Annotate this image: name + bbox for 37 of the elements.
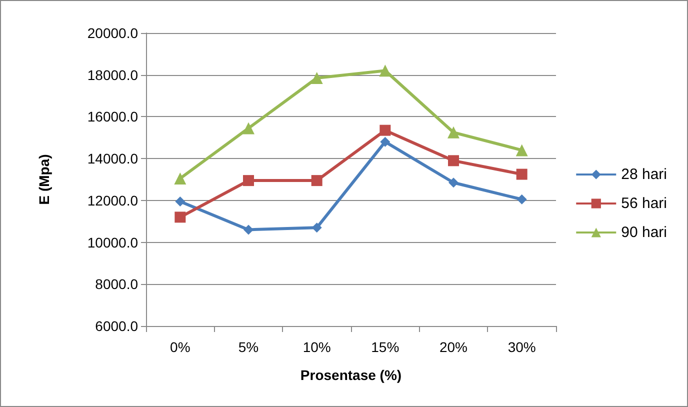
x-tick-label: 15% (371, 339, 400, 355)
y-tick-label: 18000.0 (87, 66, 138, 83)
y-axis-title: E (Mpa) (36, 154, 52, 205)
point (448, 178, 458, 188)
point (174, 212, 186, 223)
y-tick-label: 6000.0 (95, 318, 138, 334)
point (244, 224, 254, 235)
x-tick-label: 0% (170, 339, 190, 355)
y-tick-label: 20000.0 (87, 25, 138, 41)
point (380, 136, 390, 147)
point (516, 194, 527, 204)
legend-label: 56 hari (621, 195, 668, 212)
x-tick-label: 5% (238, 339, 259, 355)
point (448, 126, 460, 138)
point (312, 222, 322, 233)
point (516, 144, 528, 156)
point (379, 64, 392, 77)
point (311, 175, 322, 186)
x-tick-label: 30% (508, 339, 536, 355)
x-tick-label: 20% (439, 339, 468, 355)
point (310, 72, 323, 84)
point (175, 196, 186, 206)
point (448, 155, 459, 166)
y-tick-label: 14000.0 (87, 150, 138, 167)
point (242, 122, 254, 134)
point (380, 124, 391, 136)
point (516, 168, 528, 180)
point (243, 175, 254, 186)
x-axis-title: Prosentase (%) (300, 367, 402, 383)
x-tick-label: 10% (302, 339, 331, 355)
y-tick-label: 16000.0 (87, 108, 138, 125)
point (174, 172, 186, 184)
y-tick-label: 12000.0 (87, 192, 138, 208)
legend-label: 90 hari (621, 224, 668, 241)
legend-label: 28 hari (621, 166, 668, 183)
y-tick-label: 8000.0 (95, 276, 138, 292)
y-tick-label: 10000.0 (87, 234, 138, 250)
